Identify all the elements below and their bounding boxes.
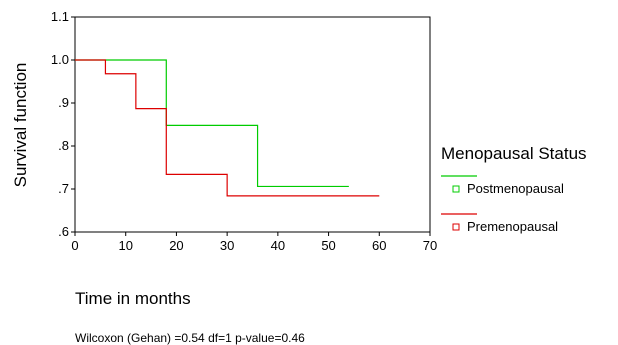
legend-marker xyxy=(452,185,460,193)
plot-area-frame xyxy=(74,16,431,233)
x-tick-label: 70 xyxy=(423,238,437,253)
legend: Postmenopausal Premenopausal xyxy=(441,175,564,234)
x-tick-label: 20 xyxy=(169,238,183,253)
y-axis-title: Survival function xyxy=(11,63,30,188)
y-tick-label: .8 xyxy=(58,138,69,153)
series-lines xyxy=(75,59,380,197)
legend-label: Postmenopausal xyxy=(467,181,564,196)
series-line-postmenopausal xyxy=(75,59,349,188)
y-tick-label: 1.1 xyxy=(51,9,69,24)
x-axis-title: Time in months xyxy=(75,289,191,308)
y-tick-label: .9 xyxy=(58,95,69,110)
x-tick-label: 30 xyxy=(220,238,234,253)
y-tick-label: .6 xyxy=(58,224,69,239)
series-line-premenopausal xyxy=(75,59,380,197)
x-tick-label: 60 xyxy=(372,238,386,253)
y-axis-ticks: .6 .7 .8 .9 1.0 1.1 xyxy=(51,9,75,239)
x-tick-label: 10 xyxy=(118,238,132,253)
x-tick-label: 0 xyxy=(71,238,78,253)
y-tick-label: 1.0 xyxy=(51,52,69,67)
legend-label: Premenopausal xyxy=(467,219,558,234)
x-axis-ticks: 0 10 20 30 40 50 60 70 xyxy=(71,232,437,253)
x-tick-label: 40 xyxy=(271,238,285,253)
y-tick-label: .7 xyxy=(58,181,69,196)
legend-title: Menopausal Status xyxy=(441,144,587,163)
test-statistic-annotation: Wilcoxon (Gehan) =0.54 df=1 p-value=0.46 xyxy=(75,331,305,345)
legend-marker xyxy=(452,223,460,231)
x-tick-label: 50 xyxy=(321,238,335,253)
